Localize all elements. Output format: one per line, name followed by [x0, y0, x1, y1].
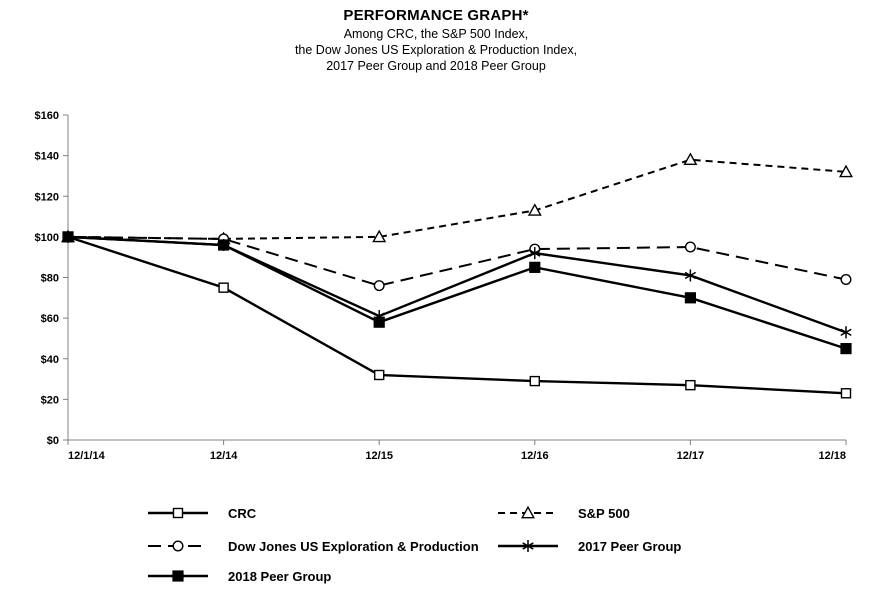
data-point-marker: [840, 274, 852, 286]
data-point-marker: [372, 229, 387, 243]
series-2018-peer-group: [62, 231, 852, 355]
x-tick-label: 12/14: [210, 450, 238, 462]
legend-item-s-p-500[interactable]: S&P 500: [498, 505, 630, 521]
chart-subtitle-line-1: Among CRC, the S&P 500 Index,: [344, 27, 529, 41]
y-tick-label: $120: [35, 191, 59, 203]
data-point-marker: [62, 231, 74, 243]
y-tick-label: $140: [35, 151, 59, 163]
x-tick-label: 12/1/14: [68, 450, 106, 462]
legend-marker-star-icon: [522, 540, 534, 552]
chart-title-group: PERFORMANCE GRAPH* Among CRC, the S&P 50…: [295, 7, 577, 73]
y-axis: $0 $20 $40 $60 $80 $100 $120 $140 $160: [35, 110, 69, 447]
star-ray: [522, 542, 534, 550]
series-polyline: [67, 235, 847, 350]
chart-title: PERFORMANCE GRAPH*: [343, 7, 528, 24]
series-polyline: [67, 235, 847, 287]
data-point-marker: [840, 342, 852, 355]
y-tick-label: $160: [35, 110, 59, 122]
legend-marker-open-square-icon: [172, 507, 184, 519]
x-tick-label: 12/18: [818, 450, 846, 462]
series-crc: [62, 231, 852, 399]
legend-item-label: 2018 Peer Group: [228, 569, 331, 584]
legend-item-2017-peer-group[interactable]: 2017 Peer Group: [498, 539, 681, 554]
y-tick-label: $0: [47, 435, 59, 447]
legend-item-dow-jones-us-exploration-production[interactable]: Dow Jones US Exploration & Production: [148, 539, 479, 554]
star-ray: [840, 328, 852, 336]
data-point-marker: [527, 203, 542, 216]
x-tick-label: 12/16: [521, 450, 549, 462]
legend-marker-open-triangle-icon: [521, 505, 535, 519]
series-polyline: [67, 235, 847, 395]
chart-subtitle-line-2: the Dow Jones US Exploration & Productio…: [295, 43, 577, 57]
y-tick-label: $60: [41, 313, 59, 325]
legend-item-label: S&P 500: [578, 506, 630, 521]
legend-item-label: 2017 Peer Group: [578, 539, 681, 554]
data-point-marker: [218, 282, 229, 293]
y-tick-label: $80: [41, 273, 59, 285]
legend-marker-open-circle-icon: [172, 540, 184, 552]
legend-item-label: Dow Jones US Exploration & Production: [228, 539, 479, 554]
data-point-marker: [840, 388, 852, 399]
data-point-marker: [683, 152, 698, 166]
y-tick-label: $20: [41, 394, 59, 406]
chart-subtitle-line-3: 2017 Peer Group and 2018 Peer Group: [326, 59, 546, 73]
data-point-marker: [839, 164, 853, 178]
data-point-marker: [529, 261, 541, 273]
plot-area: [61, 152, 853, 399]
x-tick-label: 12/15: [365, 450, 393, 462]
data-point-marker: [529, 247, 541, 260]
data-point-marker: [218, 239, 230, 251]
y-tick-label: $40: [41, 354, 59, 366]
star-ray: [684, 271, 696, 280]
data-point-marker: [685, 379, 696, 391]
chart-legend: CRC S&P 500 Dow Jones US Exploration & Pro…: [148, 505, 681, 584]
data-point-marker: [529, 375, 540, 387]
data-point-marker: [684, 292, 697, 304]
data-point-marker: [840, 326, 852, 339]
data-point-marker: [684, 269, 696, 282]
x-axis: 12/1/14 12/14 12/15 12/16 12/17 12/18: [67, 439, 847, 462]
x-tick-label: 12/17: [677, 450, 705, 462]
legend-marker-filled-square-icon: [172, 570, 184, 582]
series-polyline: [67, 158, 847, 240]
legend-item-crc[interactable]: CRC: [148, 506, 257, 521]
data-point-marker: [373, 280, 385, 292]
legend-item-2018-peer-group[interactable]: 2018 Peer Group: [148, 569, 331, 584]
star-ray: [529, 249, 541, 257]
data-point-marker: [374, 369, 385, 381]
legend-item-label: CRC: [228, 506, 257, 521]
data-point-marker: [684, 241, 696, 253]
y-tick-label: $100: [35, 232, 59, 244]
data-point-marker: [373, 316, 385, 328]
